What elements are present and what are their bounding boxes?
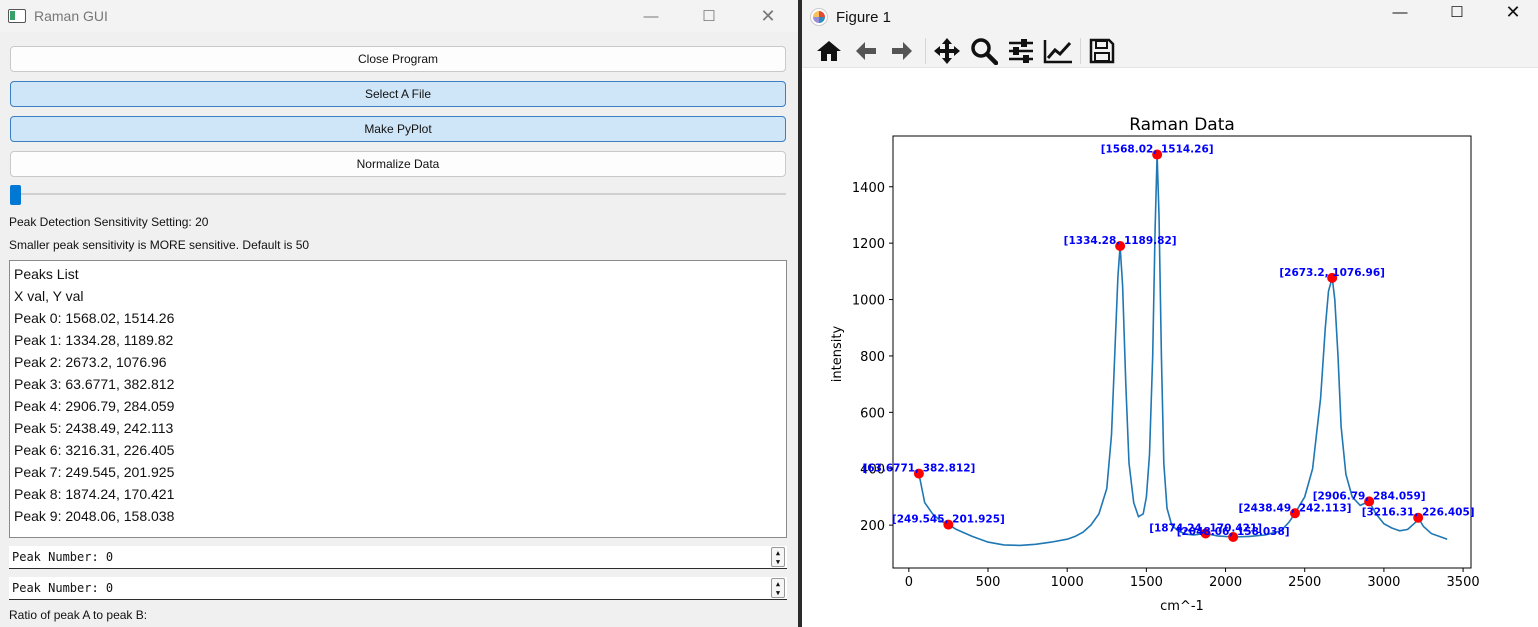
maximize-icon[interactable]: ☐ [702,8,716,25]
peak-annotation: [1334.28, 1189.82] [1064,235,1177,247]
window-title: Raman GUI [34,8,108,24]
peak-a-spinbox[interactable]: Peak Number: 0 ▲ ▼ [9,546,787,569]
y-tick-label: 800 [860,350,885,365]
peak-marker [1115,241,1126,252]
peak-annotation: [2673.2, 1076.96] [1279,267,1385,279]
figure-title: Figure 1 [836,8,892,26]
sensitivity-hint: Smaller peak sensitivity is MORE sensiti… [9,238,310,252]
peak-annotation: [2048.06, 158.038] [1177,526,1290,538]
edit-axis-icon[interactable] [1042,34,1074,68]
axis-ticks: 0 500 1000 1500 2000 2500 3000 3500 200 400 600 800… [852,181,1480,590]
minimize-icon[interactable]: — [1392,3,1408,21]
peak-annotation: [1568.02, 1514.26] [1101,144,1214,156]
toolbar-separator [925,38,926,64]
x-axis-label: cm^-1 [1160,599,1204,614]
peak-b-value: Peak Number: 0 [12,581,114,595]
peaks-list-textbox[interactable]: Peaks List X val, Y val Peak 0: 1568.02,… [9,260,787,538]
maximize-icon[interactable]: ☐ [1450,4,1464,21]
sensitivity-slider-handle[interactable] [10,185,21,205]
y-tick-label: 1400 [852,181,885,196]
x-tick-label: 3000 [1367,575,1400,590]
close-icon[interactable]: ✕ [1505,1,1521,22]
list-item: Peak 4: 2906.79, 284.059 [14,398,175,414]
list-item: Peak 8: 1874.24, 170.421 [14,486,175,502]
list-item: Peak 2: 2673.2, 1076.96 [14,354,167,370]
y-axis-label: intensity [830,326,845,383]
peak-a-value: Peak Number: 0 [12,550,114,564]
peak-marker [1200,528,1211,539]
home-icon[interactable] [813,34,845,68]
make-pyplot-button[interactable]: Make PyPlot [10,116,786,142]
toolbar-separator [1080,38,1081,64]
list-item: Peaks List [14,266,79,282]
raman-gui-window: Raman GUI — ☐ ✕ Close Program Select A F… [0,0,798,627]
peak-marker [1413,512,1424,523]
raman-plot[interactable]: Raman Data 0 500 1000 1500 2000 2500 3000 3500 2… [802,69,1538,627]
configure-subplots-icon[interactable] [1005,34,1037,68]
sensitivity-slider-track[interactable] [10,193,786,195]
plot-title: Raman Data [1129,115,1235,135]
plot-axes [892,135,1472,569]
spin-arrows-icon[interactable]: ▲ ▼ [771,547,785,567]
matplotlib-icon [810,8,828,26]
peak-annotation: [1874.24, 170.421] [1149,522,1262,534]
figure-titlebar: Figure 1 — ☐ ✕ [802,0,1538,34]
list-item: Peak 9: 2048.06, 158.038 [14,508,175,524]
back-arrow-icon[interactable] [850,34,882,68]
ratio-label: Ratio of peak A to peak B: [9,608,148,622]
plot-toolbar [802,34,1538,68]
x-tick-label: 1500 [1130,575,1163,590]
x-tick-label: 2500 [1288,575,1321,590]
y-tick-label: 400 [860,463,885,478]
peak-marker [1289,508,1300,519]
pan-icon[interactable] [931,34,963,68]
x-tick-label: 500 [976,575,1001,590]
spin-arrows-icon[interactable]: ▲ ▼ [771,578,785,598]
y-tick-label: 600 [860,406,885,421]
list-item: X val, Y val [14,288,84,304]
minimize-icon[interactable]: — [643,7,659,25]
close-icon[interactable]: ✕ [760,5,776,26]
peak-marker [1228,531,1239,542]
x-tick-label: 0 [905,575,913,590]
peak-marker [1152,149,1163,160]
x-tick-label: 3500 [1447,575,1480,590]
peak-marker [913,468,924,479]
y-tick-label: 200 [860,519,885,534]
y-tick-label: 1200 [852,237,885,252]
peak-annotation: [249.545, 201.925] [892,514,1005,526]
forward-arrow-icon[interactable] [886,34,918,68]
peak-marker [1327,272,1338,283]
y-tick-label: 1000 [852,294,885,309]
save-icon[interactable] [1086,34,1118,68]
list-item: Peak 0: 1568.02, 1514.26 [14,310,175,326]
zoom-icon[interactable] [968,34,1000,68]
list-item: Peak 7: 249.545, 201.925 [14,464,175,480]
select-file-button[interactable]: Select A File [10,81,786,107]
spectrum-line [918,154,1448,547]
peak-b-spinbox[interactable]: Peak Number: 0 ▲ ▼ [9,577,787,600]
list-item: Peak 6: 3216.31, 226.405 [14,442,175,458]
app-icon [8,9,26,23]
peak-annotation: [2906.79, 284.059] [1313,490,1426,502]
list-item: Peak 1: 1334.28, 1189.82 [14,332,174,348]
peak-markers: [1568.02, 1514.26] [1334.28, 1189.82] [267… [862,144,1475,542]
x-tick-label: 1000 [1051,575,1084,590]
peak-annotation: [3216.31, 226.405] [1362,507,1475,519]
peak-marker [943,519,954,530]
peak-marker [1364,496,1375,507]
figure-window: Figure 1 — ☐ ✕ Raman Dat [802,0,1538,627]
close-program-button[interactable]: Close Program [10,46,786,72]
sensitivity-label: Peak Detection Sensitivity Setting: 20 [9,215,209,229]
titlebar: Raman GUI — ☐ ✕ [0,0,798,32]
normalize-data-button[interactable]: Normalize Data [10,151,786,177]
x-tick-label: 2000 [1209,575,1242,590]
peak-annotation: [2438.49, 242.113] [1239,502,1352,514]
list-item: Peak 3: 63.6771, 382.812 [14,376,175,392]
list-item: Peak 5: 2438.49, 242.113 [14,420,174,436]
peak-annotation: [63.6771, 382.812] [862,463,975,475]
